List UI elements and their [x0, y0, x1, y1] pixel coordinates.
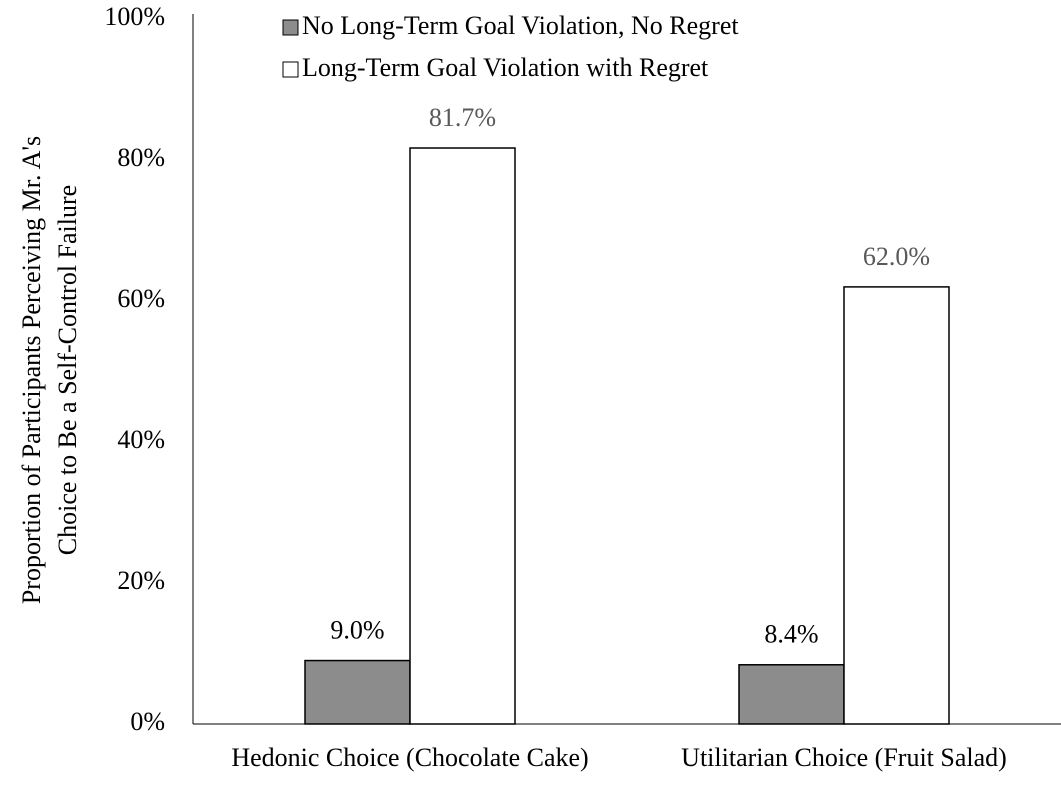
- legend-label: Long-Term Goal Violation with Regret: [302, 53, 709, 82]
- y-tick-label: 0%: [130, 707, 165, 736]
- y-axis-title: Proportion of Participants Perceiving Mr…: [17, 136, 82, 604]
- bar: [409, 147, 516, 725]
- x-tick-label: Utilitarian Choice (Fruit Salad): [681, 743, 1007, 772]
- x-tick-label: Hedonic Choice (Chocolate Cake): [231, 743, 588, 772]
- y-tick-label: 60%: [117, 284, 165, 313]
- y-tick-label: 20%: [117, 566, 165, 595]
- y-tick-label: 100%: [104, 2, 165, 31]
- legend-label: No Long-Term Goal Violation, No Regret: [302, 11, 739, 40]
- y-axis-title-line: Choice to Be a Self-Control Failure: [53, 185, 82, 555]
- bar: [304, 659, 411, 725]
- y-tick-label: 40%: [117, 425, 165, 454]
- bar: [738, 664, 845, 725]
- legend-swatch: [282, 19, 299, 36]
- legend-swatch: [282, 61, 299, 78]
- value-label: 62.0%: [863, 242, 930, 271]
- y-tick-label: 80%: [117, 143, 165, 172]
- bar: [843, 286, 950, 725]
- y-axis-title-line: Proportion of Participants Perceiving Mr…: [17, 136, 46, 604]
- value-label: 9.0%: [330, 616, 384, 645]
- value-label: 8.4%: [764, 620, 818, 649]
- value-label: 81.7%: [429, 103, 496, 132]
